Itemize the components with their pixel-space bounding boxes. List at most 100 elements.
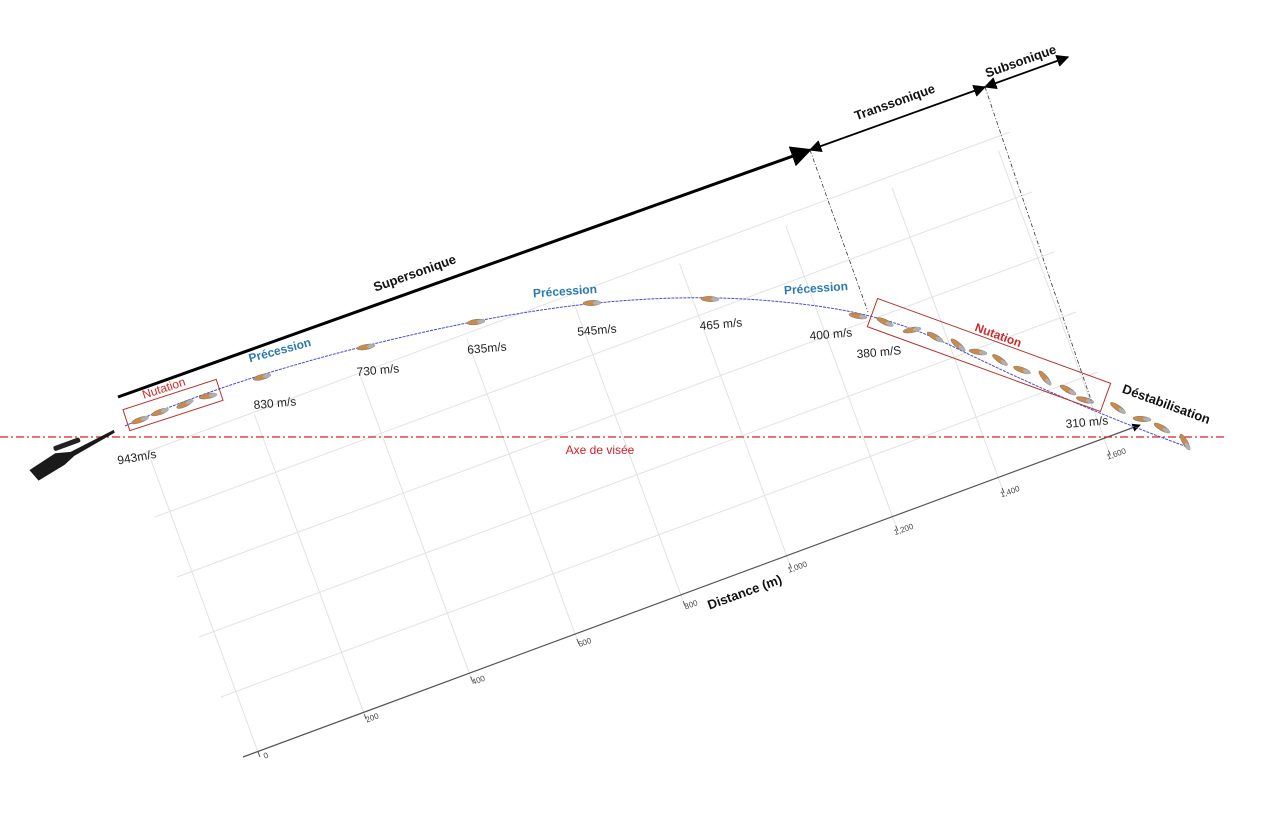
bullet-tip <box>208 393 217 398</box>
bullet-tip <box>140 415 149 421</box>
nutation-box <box>866 297 1112 413</box>
rifle <box>29 429 115 481</box>
tick-label: 0 <box>262 750 270 760</box>
bullet <box>926 331 944 343</box>
grid-line <box>360 376 472 677</box>
grid-line <box>253 414 365 715</box>
phase-label: Précession <box>533 282 598 300</box>
bullet-tip <box>1162 427 1170 434</box>
bullet <box>1013 365 1031 375</box>
grid-line <box>132 131 1011 458</box>
tick-label: 800 <box>683 598 699 611</box>
boundary-line <box>809 149 869 313</box>
phase-label: Précession <box>784 279 849 297</box>
grid-line <box>154 191 1033 518</box>
grid-line <box>997 150 1109 451</box>
grid-line <box>220 371 1099 698</box>
tick-mark <box>895 525 899 531</box>
bullet <box>176 399 194 409</box>
tick-mark <box>789 563 792 569</box>
tick-mark <box>363 714 367 720</box>
bullet <box>131 415 149 425</box>
bullet <box>848 312 868 320</box>
bullet-tip <box>1184 442 1191 450</box>
bullet <box>582 300 602 306</box>
grid-line <box>572 301 684 602</box>
grid <box>132 131 1109 753</box>
bullet <box>253 373 271 381</box>
velocity-label: 830 m/s <box>253 394 297 412</box>
bullet-tip <box>366 344 375 349</box>
tick-mark <box>1107 450 1111 456</box>
bullet-tip <box>1142 417 1151 422</box>
velocity-label: 545m/s <box>577 321 617 338</box>
bullet-tip <box>958 345 966 352</box>
bullet <box>876 317 894 327</box>
transonic-arrow <box>808 84 987 153</box>
grid-line <box>679 263 790 564</box>
grid-line <box>147 451 259 753</box>
bullets <box>131 296 1191 451</box>
velocity-label: 730 m/s <box>356 361 400 379</box>
boundary-line <box>984 86 1093 404</box>
regime-label: Transsonique <box>852 81 937 123</box>
tick-label: 200 <box>364 711 380 724</box>
tick-mark <box>682 601 686 607</box>
grid-line <box>176 251 1055 578</box>
bullet-tip <box>1022 369 1031 375</box>
tick-label: 1,200 <box>893 522 915 537</box>
bullet <box>992 354 1008 366</box>
bullet <box>198 392 218 400</box>
nutation-box <box>122 378 224 432</box>
tick-label: 400 <box>471 674 487 687</box>
tick-label: 1,600 <box>1105 446 1127 461</box>
bullet <box>1132 416 1152 422</box>
bullet-tip <box>858 314 867 319</box>
bullet <box>1153 422 1171 434</box>
bullet-tip <box>912 327 921 332</box>
velocity-label: 465 m/s <box>699 315 743 333</box>
bullet <box>1076 396 1094 404</box>
bullet <box>151 407 169 417</box>
grid-line <box>785 225 897 526</box>
velocity-label: 400 m/s <box>809 325 853 343</box>
bullet-tip <box>710 297 719 302</box>
tick-mark <box>576 638 580 645</box>
velocity-label: 380 m/S <box>856 343 902 361</box>
bullet <box>1038 370 1052 386</box>
bullet-tip <box>1045 378 1052 386</box>
bullet-tip <box>1000 360 1008 366</box>
bullet-tip <box>1085 399 1094 404</box>
velocity-label: 943m/s <box>116 447 157 468</box>
tick-mark <box>1001 487 1005 494</box>
bullet-tip <box>476 319 485 324</box>
bullet-tip <box>978 350 987 355</box>
bullet-tip <box>592 300 601 305</box>
grid-line <box>466 338 578 640</box>
distance-axis <box>242 423 1141 758</box>
bullet <box>968 348 988 356</box>
bullet-tip <box>1118 408 1126 414</box>
bullet-tip <box>935 336 943 343</box>
axis-ticks: 0 200 400 600 800 1,000 1,200 1,400 1,600 <box>257 446 1128 761</box>
bullet-tip <box>160 407 169 413</box>
bullet <box>466 318 486 326</box>
tick-label: 1,400 <box>999 484 1021 499</box>
bullet <box>950 338 966 352</box>
bullet-tip <box>185 399 194 405</box>
bullet <box>1110 402 1126 414</box>
bullet-tip <box>1068 389 1076 396</box>
phase-label: Nutation <box>140 375 187 402</box>
bullet <box>1179 433 1191 451</box>
velocity-label: 635m/s <box>467 339 507 356</box>
subsonic-arrow <box>983 54 1070 90</box>
axis-title: Distance (m) <box>705 572 783 613</box>
phase-label: Nutation <box>973 320 1024 350</box>
bullet-tip <box>885 321 894 327</box>
tick-label: 1,000 <box>786 559 808 574</box>
bullet <box>356 343 376 351</box>
tick-mark <box>470 676 474 682</box>
sight-line-label: Axe de visée <box>566 443 635 457</box>
grid-line <box>198 311 1077 638</box>
